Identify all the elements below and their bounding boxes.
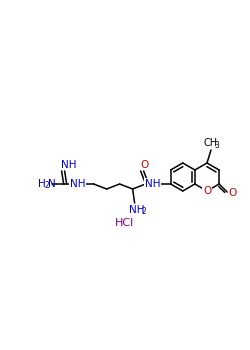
Text: 3: 3 — [214, 140, 220, 149]
Text: HCl: HCl — [115, 218, 134, 228]
Text: 2: 2 — [141, 208, 146, 217]
Text: NH: NH — [61, 160, 76, 170]
Text: O: O — [140, 160, 149, 170]
Text: O: O — [203, 186, 211, 196]
Text: NH: NH — [145, 179, 160, 189]
Text: O: O — [228, 188, 236, 198]
Text: 2: 2 — [44, 182, 49, 190]
Text: NH: NH — [70, 179, 86, 189]
Text: N: N — [48, 179, 56, 189]
Text: CH: CH — [204, 138, 218, 148]
Text: NH: NH — [129, 205, 144, 215]
Text: H: H — [38, 179, 46, 189]
